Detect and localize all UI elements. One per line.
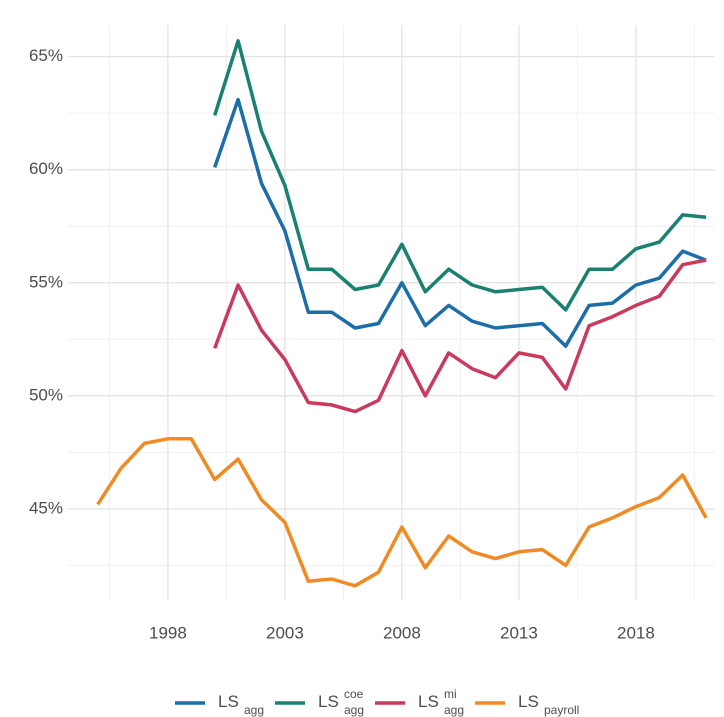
x-tick-label: 2018 <box>617 623 655 642</box>
y-tick-label: 65% <box>29 46 63 65</box>
y-tick-label: 45% <box>29 498 63 517</box>
legend-sub: agg <box>244 703 264 717</box>
legend-sub: agg <box>444 703 464 717</box>
series-line <box>96 437 708 588</box>
legend-name: LS <box>518 692 539 711</box>
y-tick-label: 60% <box>29 159 63 178</box>
series-line <box>213 258 707 414</box>
x-tick-label: 2013 <box>500 623 538 642</box>
y-tick-label: 50% <box>29 385 63 404</box>
x-tick-label: 2003 <box>266 623 304 642</box>
legend-sup: coe <box>344 687 364 701</box>
legend-label: LS mi agg <box>418 687 464 717</box>
legend-name: LS <box>318 692 339 711</box>
legend: LS agg LS coe agg LS mi agg LS payroll <box>175 687 579 717</box>
legend-label: LS agg <box>218 692 264 717</box>
series-line <box>213 97 707 348</box>
legend-sub: payroll <box>544 703 579 717</box>
legend-name: LS <box>218 692 239 711</box>
legend-sub: agg <box>344 703 364 717</box>
legend-label: LS coe agg <box>318 687 364 717</box>
legend-sup: mi <box>444 687 457 701</box>
x-tick-label: 2008 <box>383 623 421 642</box>
y-tick-label: 55% <box>29 272 63 291</box>
legend-name: LS <box>418 692 439 711</box>
x-tick-label: 1998 <box>149 623 187 642</box>
legend-label: LS payroll <box>518 692 579 717</box>
series-line <box>213 39 707 312</box>
